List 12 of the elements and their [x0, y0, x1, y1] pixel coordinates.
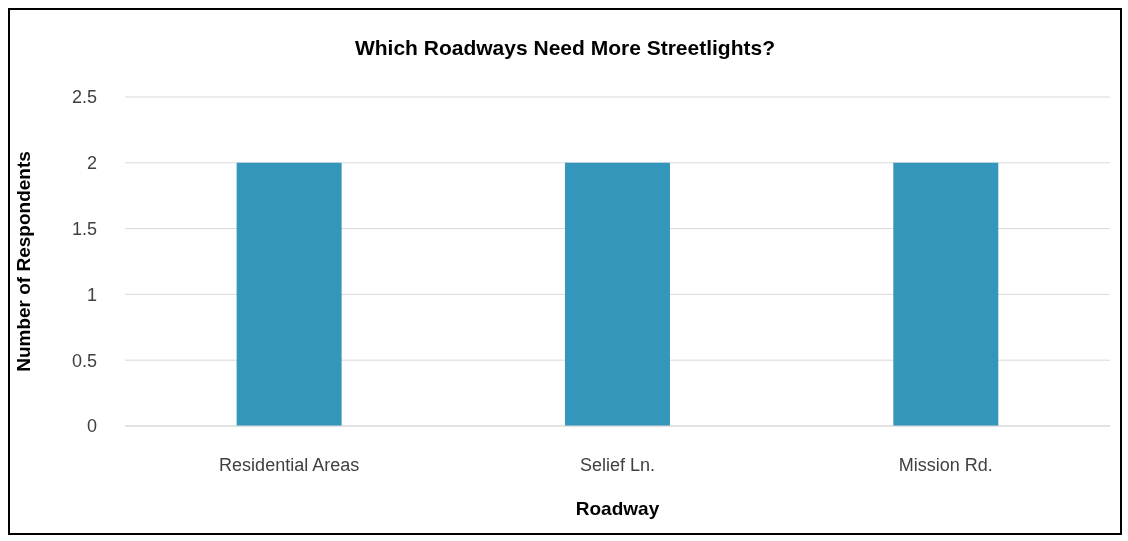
x-axis-title: Roadway [575, 498, 660, 519]
y-tick-label: 1.5 [71, 218, 97, 239]
x-tick-label: Selief Ln. [579, 454, 656, 475]
chart-title: Which Roadways Need More Streetlights? [353, 36, 777, 60]
y-axis-title: Number of Respondents [12, 151, 34, 372]
y-tick-label: 1 [86, 284, 97, 305]
y-tick-label: 2.5 [71, 87, 97, 108]
y-tick-label: 0.5 [71, 350, 97, 371]
y-tick-label: 0 [86, 416, 97, 437]
x-tick-label: Mission Rd. [898, 454, 993, 475]
y-tick-label: 2 [86, 153, 97, 174]
x-tick-label: Residential Areas [219, 454, 360, 475]
